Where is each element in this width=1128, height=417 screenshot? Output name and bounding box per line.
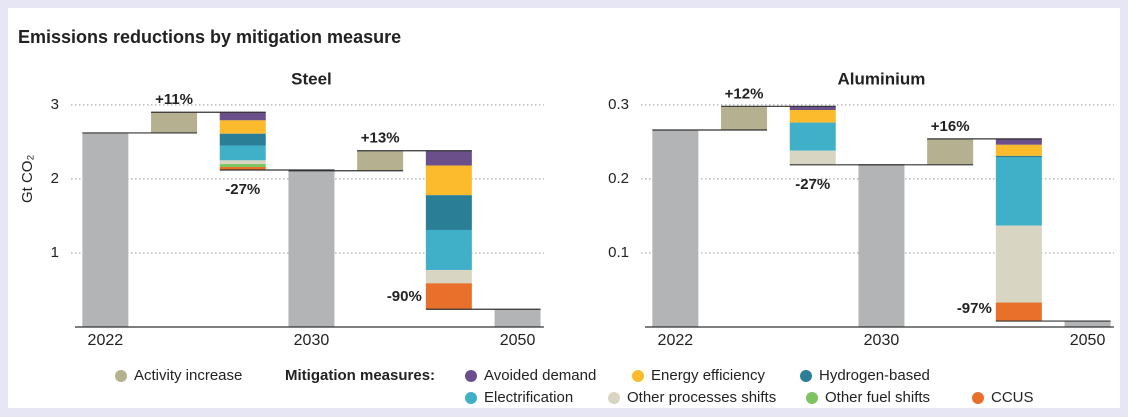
legend-marker xyxy=(608,392,620,404)
legend-marker xyxy=(632,370,644,382)
waterfall-segment xyxy=(151,112,198,133)
legend-marker xyxy=(806,392,818,404)
change-label: +16% xyxy=(931,118,970,135)
legend-label: Avoided demand xyxy=(484,367,596,384)
x-tick-label: 2030 xyxy=(864,332,900,349)
x-tick-label: 2022 xyxy=(88,332,124,349)
waterfall-segment xyxy=(219,133,266,146)
panel xyxy=(8,8,1120,408)
legend-title: Mitigation measures: xyxy=(285,367,435,384)
waterfall-segment xyxy=(995,138,1042,145)
waterfall-segment xyxy=(425,269,472,284)
total-bar xyxy=(1064,321,1111,327)
change-label: -90% xyxy=(387,288,422,305)
waterfall-segment xyxy=(219,167,266,170)
waterfall-segment xyxy=(219,160,266,165)
change-label: +12% xyxy=(725,85,764,102)
legend-label: Energy efficiency xyxy=(651,367,765,384)
y-tick-label: 0.3 xyxy=(608,96,629,113)
waterfall-segment xyxy=(789,122,836,151)
legend-label: Other processes shifts xyxy=(627,389,776,406)
y-tick-label: 3 xyxy=(51,96,59,113)
legend-marker xyxy=(115,370,127,382)
waterfall-segment xyxy=(219,145,266,161)
total-bar xyxy=(288,170,335,327)
waterfall-segment xyxy=(927,138,974,165)
x-tick-label: 2050 xyxy=(1070,332,1106,349)
legend-marker xyxy=(465,392,477,404)
x-tick-label: 2030 xyxy=(294,332,330,349)
total-bar xyxy=(858,164,905,327)
total-bar xyxy=(494,309,541,327)
y-tick-label: 0.1 xyxy=(608,244,629,261)
waterfall-segment xyxy=(995,144,1042,156)
total-bar xyxy=(652,129,699,327)
change-label: +13% xyxy=(361,130,400,147)
legend-label: Hydrogen-based xyxy=(819,367,930,384)
waterfall-segment xyxy=(425,229,472,270)
total-bar xyxy=(82,132,129,327)
panel-title: Aluminium xyxy=(838,69,926,88)
y-tick-label: 1 xyxy=(51,244,59,261)
waterfall-segment xyxy=(789,150,836,165)
waterfall-segment xyxy=(219,120,266,134)
legend-label: Other fuel shifts xyxy=(825,389,930,406)
waterfall-segment xyxy=(425,165,472,196)
waterfall-segment xyxy=(995,225,1042,303)
waterfall-segment xyxy=(995,157,1042,226)
waterfall-segment xyxy=(789,106,836,110)
waterfall-segment xyxy=(995,155,1042,158)
y-tick-label: 2 xyxy=(51,170,59,187)
change-label: -97% xyxy=(957,300,992,317)
legend-marker xyxy=(800,370,812,382)
waterfall-segment xyxy=(425,150,472,166)
legend-label: Activity increase xyxy=(134,367,242,384)
legend-marker xyxy=(972,392,984,404)
legend-label: Electrification xyxy=(484,389,573,406)
x-tick-label: 2022 xyxy=(658,332,694,349)
y-tick-label: 0.2 xyxy=(608,170,629,187)
waterfall-segment xyxy=(425,195,472,230)
legend-label: CCUS xyxy=(991,389,1034,406)
change-label: -27% xyxy=(795,176,830,193)
legend-marker xyxy=(465,370,477,382)
waterfall-segment xyxy=(721,106,768,130)
panel-title: Steel xyxy=(291,69,332,88)
chart-title: Emissions reductions by mitigation measu… xyxy=(18,27,401,47)
waterfall-segment xyxy=(357,150,404,171)
x-tick-label: 2050 xyxy=(500,332,536,349)
waterfall-segment xyxy=(995,302,1042,322)
waterfall-segment xyxy=(219,112,266,121)
y-axis-label: Gt CO₂ xyxy=(19,155,36,204)
waterfall-segment xyxy=(789,109,836,123)
waterfall-segment xyxy=(425,283,472,310)
change-label: -27% xyxy=(225,181,260,198)
change-label: +11% xyxy=(155,91,193,108)
waterfall-segment xyxy=(219,164,266,168)
